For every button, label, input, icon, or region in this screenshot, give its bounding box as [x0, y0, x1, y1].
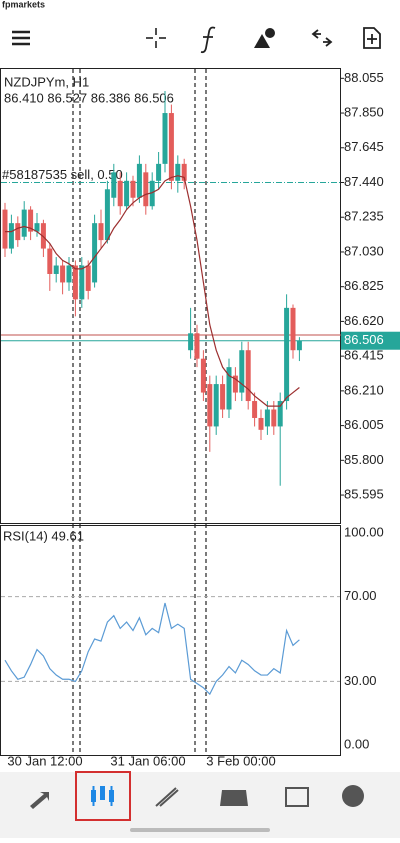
y-tick-label: 86.620 — [344, 313, 384, 328]
bottom-nav — [0, 772, 400, 838]
y-tick-label: 86.005 — [344, 417, 384, 432]
rsi-tick-label: 100.00 — [344, 524, 384, 539]
time-label: 3 Feb 00:00 — [206, 753, 275, 768]
candle-body — [47, 248, 53, 274]
candle-body — [143, 172, 149, 207]
candle-body — [156, 163, 162, 181]
candle-body — [15, 223, 21, 241]
candle-body — [79, 265, 85, 300]
price-tag-bg — [341, 331, 400, 350]
new-order-button[interactable] — [363, 27, 381, 49]
candle-body — [213, 384, 219, 427]
candle-body — [28, 209, 34, 232]
price-tag: 86.506 — [344, 332, 384, 347]
nav-icons — [30, 771, 364, 821]
objects-button[interactable] — [254, 28, 275, 48]
candle-body — [277, 401, 283, 427]
time-label: 30 Jan 12:00 — [7, 753, 82, 768]
active-tab-highlight — [75, 771, 131, 821]
candle-body — [111, 172, 117, 198]
candle-body — [232, 375, 238, 393]
candle-body — [175, 163, 181, 181]
candle-body — [40, 223, 46, 249]
candle-body — [188, 333, 194, 351]
messages-tab[interactable] — [342, 785, 364, 807]
y-tick-label: 87.440 — [344, 174, 384, 189]
candle-body — [226, 367, 232, 410]
rsi-tick-label: 0.00 — [344, 736, 369, 751]
candle-body — [245, 350, 251, 402]
candle-body — [66, 265, 72, 283]
y-tick-label: 85.595 — [344, 486, 384, 501]
candle-body — [264, 409, 270, 427]
candle-body — [290, 307, 296, 351]
candle-body — [239, 350, 245, 393]
candle-body — [284, 307, 290, 402]
home-indicator — [130, 828, 270, 832]
y-tick-label: 87.030 — [344, 243, 384, 258]
y-tick-label: 86.415 — [344, 348, 384, 363]
trade-tab[interactable] — [155, 787, 179, 807]
crosshair-button[interactable] — [146, 28, 166, 48]
candle-body — [168, 113, 174, 181]
candle-body — [296, 340, 302, 351]
y-tick-label: 85.800 — [344, 452, 384, 467]
candle-body — [34, 223, 40, 232]
candle-body — [181, 163, 187, 181]
quotes-tab[interactable] — [30, 792, 49, 809]
logo: fpmarkets — [2, 0, 45, 9]
y-tick-label: 88.055 — [344, 70, 384, 85]
time-label: 31 Jan 06:00 — [110, 753, 185, 768]
candle-body — [207, 384, 213, 427]
symbol-title: NZDJPYm, H1 — [4, 74, 89, 89]
rsi-tick-label: 30.00 — [344, 673, 377, 688]
rsi-tick-label: 70.00 — [344, 588, 377, 603]
candle-body — [162, 113, 168, 164]
history-tab[interactable] — [220, 790, 248, 806]
candle-body — [117, 180, 123, 207]
moving-average — [5, 175, 300, 407]
chart-frame — [0, 68, 341, 756]
chart-tab[interactable] — [91, 786, 114, 806]
trade-button[interactable] — [311, 29, 333, 47]
candle-body — [8, 223, 14, 249]
candle-body — [271, 409, 277, 427]
y-tick-label: 87.235 — [344, 209, 384, 224]
rsi-title: RSI(14) 49.61 — [3, 528, 84, 543]
candle-body — [149, 180, 155, 207]
news-tab[interactable] — [285, 787, 309, 807]
candle-body — [258, 417, 264, 430]
y-tick-label: 87.645 — [344, 139, 384, 154]
candle-body — [2, 209, 8, 249]
candle-body — [220, 384, 226, 410]
menu-button[interactable] — [12, 30, 30, 46]
y-tick-label: 86.210 — [344, 382, 384, 397]
candle-body — [124, 180, 130, 207]
candle-body — [136, 163, 142, 198]
candle-body — [72, 265, 78, 300]
candle-body — [200, 358, 206, 393]
ohlc-readout: 86.410 86.527 86.386 86.506 — [4, 90, 174, 105]
rsi-line — [4, 602, 300, 696]
candle-body — [53, 265, 59, 274]
indicators-button[interactable] — [200, 26, 216, 54]
candle-body — [92, 223, 98, 283]
candle-body — [85, 265, 91, 291]
y-tick-label: 87.850 — [344, 104, 384, 119]
candle-body — [98, 223, 104, 241]
candle-body — [21, 209, 27, 237]
y-tick-label: 86.825 — [344, 278, 384, 293]
candle-body — [130, 180, 136, 198]
order-label: #58187535 sell, 0.50 — [2, 167, 123, 182]
period-separators — [72, 69, 207, 755]
candle-body — [60, 265, 66, 283]
candle-body — [252, 401, 258, 418]
toolbar — [12, 26, 381, 54]
candle-body — [194, 333, 200, 359]
candle-body — [104, 189, 110, 241]
